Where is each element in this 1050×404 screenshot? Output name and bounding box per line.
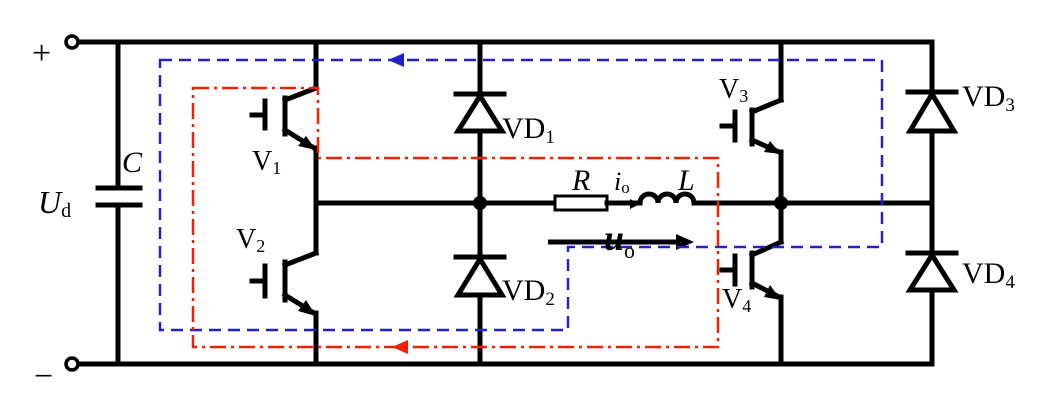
- v4-emitter-arrow: [764, 285, 781, 300]
- v2-emitter-arrow: [298, 300, 316, 316]
- blue-path-arrow: [388, 53, 404, 67]
- diode-leg-left: [453, 39, 507, 367]
- v4-label: V4: [722, 284, 751, 316]
- v3-label: V3: [719, 74, 748, 106]
- vd1-diode: [453, 91, 507, 134]
- v3-emitter-arrow: [764, 141, 781, 154]
- negative-terminal: [64, 356, 80, 372]
- resistor: [553, 194, 609, 212]
- inductor-label: L: [677, 164, 695, 197]
- vd2-diode: [453, 254, 507, 298]
- load: [548, 191, 708, 250]
- current-arrow-head: [630, 199, 640, 209]
- capacitor: [95, 39, 143, 367]
- ud-label: Ud: [38, 184, 71, 222]
- left-leg: [249, 39, 320, 367]
- load-current-label: io: [614, 167, 630, 197]
- labels: + − Ud C V1 V2 V3 V4 VD1 VD2 VD3 VD4 R L…: [32, 35, 1015, 395]
- inductor: [637, 191, 697, 204]
- resistor-label: R: [571, 164, 590, 197]
- vd4-diode: [905, 250, 959, 293]
- vd3-label: VD3: [962, 80, 1015, 116]
- diode-leg-right: [905, 89, 959, 293]
- v1-emitter-arrow: [298, 136, 316, 150]
- junction-left: [473, 196, 487, 210]
- vd4-label: VD4: [962, 257, 1015, 293]
- negative-terminal-label: −: [34, 358, 53, 395]
- capacitor-label: C: [122, 146, 143, 179]
- red-current-path: [191, 86, 720, 349]
- output-voltage-label: uo: [604, 218, 635, 263]
- current-paths: [158, 53, 884, 354]
- vd3-diode: [905, 89, 959, 134]
- positive-terminal-label: +: [32, 35, 51, 72]
- vd2-label: VD2: [502, 274, 555, 310]
- v1-label: V1: [252, 146, 281, 178]
- positive-terminal: [64, 34, 80, 50]
- blue-current-path: [158, 58, 884, 332]
- v2-label: V2: [236, 224, 265, 256]
- red-path-arrow: [392, 340, 408, 354]
- vd1-label: VD1: [502, 112, 555, 148]
- junction-right: [774, 196, 788, 210]
- right-leg: [719, 39, 788, 367]
